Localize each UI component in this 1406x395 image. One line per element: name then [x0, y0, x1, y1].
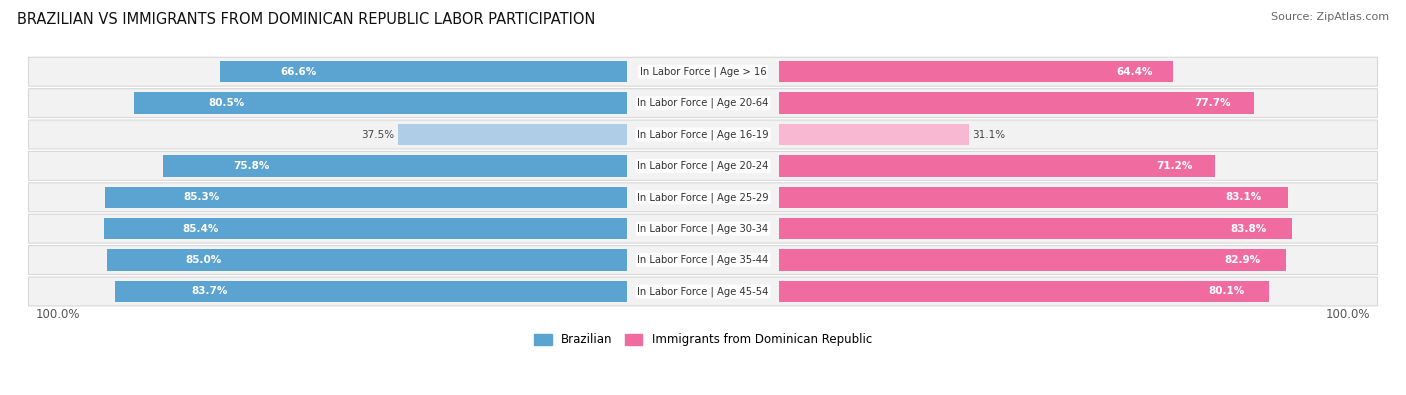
Text: 83.8%: 83.8% [1230, 224, 1267, 234]
Text: In Labor Force | Age 20-64: In Labor Force | Age 20-64 [637, 98, 769, 108]
Text: In Labor Force | Age 20-24: In Labor Force | Age 20-24 [637, 161, 769, 171]
Bar [104, 218, 627, 239]
Bar [779, 124, 969, 145]
Text: 82.9%: 82.9% [1225, 255, 1261, 265]
Text: 100.0%: 100.0% [1326, 308, 1371, 321]
Bar [779, 92, 1254, 114]
Text: 80.1%: 80.1% [1208, 286, 1244, 297]
Text: Source: ZipAtlas.com: Source: ZipAtlas.com [1271, 12, 1389, 22]
Text: In Labor Force | Age 35-44: In Labor Force | Age 35-44 [637, 255, 769, 265]
Text: 64.4%: 64.4% [1116, 67, 1153, 77]
Bar [219, 61, 627, 83]
Text: 85.0%: 85.0% [186, 255, 221, 265]
Text: In Labor Force | Age 45-54: In Labor Force | Age 45-54 [637, 286, 769, 297]
Bar [779, 281, 1270, 302]
Text: 83.1%: 83.1% [1226, 192, 1263, 202]
Text: In Labor Force | Age 25-29: In Labor Force | Age 25-29 [637, 192, 769, 203]
Text: In Labor Force | Age 16-19: In Labor Force | Age 16-19 [637, 129, 769, 140]
Text: In Labor Force | Age 30-34: In Labor Force | Age 30-34 [637, 224, 769, 234]
Legend: Brazilian, Immigrants from Dominican Republic: Brazilian, Immigrants from Dominican Rep… [529, 329, 877, 351]
Text: 71.2%: 71.2% [1157, 161, 1192, 171]
Text: 31.1%: 31.1% [973, 130, 1005, 139]
Bar [115, 281, 627, 302]
FancyBboxPatch shape [28, 120, 1378, 149]
Bar [135, 92, 627, 114]
Bar [163, 155, 627, 177]
Bar [779, 218, 1292, 239]
Bar [779, 249, 1286, 271]
Text: BRAZILIAN VS IMMIGRANTS FROM DOMINICAN REPUBLIC LABOR PARTICIPATION: BRAZILIAN VS IMMIGRANTS FROM DOMINICAN R… [17, 12, 595, 27]
FancyBboxPatch shape [28, 57, 1378, 86]
Text: 85.3%: 85.3% [183, 192, 219, 202]
FancyBboxPatch shape [28, 88, 1378, 118]
Bar [107, 249, 627, 271]
Bar [779, 155, 1215, 177]
Bar [398, 124, 627, 145]
Bar [779, 61, 1173, 83]
Text: 75.8%: 75.8% [233, 161, 269, 171]
FancyBboxPatch shape [28, 214, 1378, 243]
Text: 80.5%: 80.5% [208, 98, 245, 108]
Bar [779, 186, 1288, 208]
Text: 85.4%: 85.4% [183, 224, 219, 234]
Text: 37.5%: 37.5% [361, 130, 394, 139]
Text: In Labor Force | Age > 16: In Labor Force | Age > 16 [640, 66, 766, 77]
FancyBboxPatch shape [28, 183, 1378, 212]
Text: 83.7%: 83.7% [191, 286, 228, 297]
Text: 100.0%: 100.0% [35, 308, 80, 321]
FancyBboxPatch shape [28, 246, 1378, 275]
FancyBboxPatch shape [28, 151, 1378, 181]
Bar [105, 186, 627, 208]
FancyBboxPatch shape [28, 277, 1378, 306]
Text: 66.6%: 66.6% [281, 67, 316, 77]
Text: 77.7%: 77.7% [1194, 98, 1230, 108]
